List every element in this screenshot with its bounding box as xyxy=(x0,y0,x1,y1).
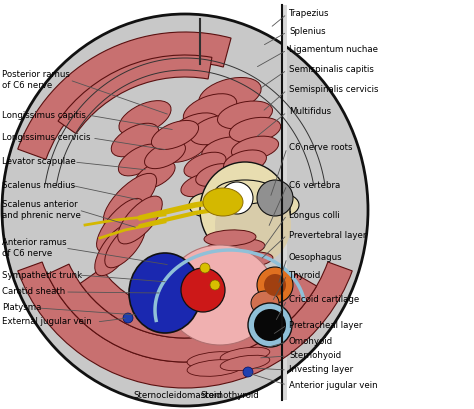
Wedge shape xyxy=(58,55,212,134)
Ellipse shape xyxy=(210,280,220,290)
Text: Semispinalis cervicis: Semispinalis cervicis xyxy=(289,85,379,94)
Ellipse shape xyxy=(129,253,201,333)
Ellipse shape xyxy=(118,144,162,176)
Ellipse shape xyxy=(187,352,243,369)
Ellipse shape xyxy=(183,94,237,126)
Ellipse shape xyxy=(257,267,293,303)
Ellipse shape xyxy=(220,347,270,363)
Ellipse shape xyxy=(203,188,243,216)
Ellipse shape xyxy=(103,173,156,227)
Text: Longus colli: Longus colli xyxy=(289,211,340,220)
Text: Anterior jugular vein: Anterior jugular vein xyxy=(289,380,378,389)
Wedge shape xyxy=(18,32,231,160)
Ellipse shape xyxy=(205,239,265,257)
Text: Omohyoid: Omohyoid xyxy=(289,337,333,346)
Ellipse shape xyxy=(181,173,219,197)
Ellipse shape xyxy=(165,245,275,345)
Text: Scalenus anterior
and phrenic nerve: Scalenus anterior and phrenic nerve xyxy=(2,200,81,220)
Text: Sternothyroid: Sternothyroid xyxy=(201,391,259,400)
Ellipse shape xyxy=(221,182,253,214)
Ellipse shape xyxy=(119,101,171,135)
Ellipse shape xyxy=(181,268,225,312)
Bar xyxy=(282,5,287,400)
Ellipse shape xyxy=(118,196,162,244)
Text: External jugular vein: External jugular vein xyxy=(2,317,92,326)
Ellipse shape xyxy=(217,252,273,268)
Text: Prevertebral layer: Prevertebral layer xyxy=(289,231,366,240)
Ellipse shape xyxy=(184,152,226,178)
Wedge shape xyxy=(18,262,352,388)
Ellipse shape xyxy=(105,222,145,268)
Ellipse shape xyxy=(248,303,292,347)
Text: C6 vertebra: C6 vertebra xyxy=(289,180,340,189)
Text: Platysma: Platysma xyxy=(2,303,41,312)
Text: Levator scapulae: Levator scapulae xyxy=(2,157,76,166)
Ellipse shape xyxy=(267,194,299,216)
Ellipse shape xyxy=(243,367,253,377)
Ellipse shape xyxy=(231,136,279,160)
Ellipse shape xyxy=(97,198,144,252)
Ellipse shape xyxy=(170,113,220,143)
Ellipse shape xyxy=(111,123,159,157)
Text: Oesophagus: Oesophagus xyxy=(289,254,343,263)
Ellipse shape xyxy=(224,150,266,174)
Text: Multifidus: Multifidus xyxy=(289,108,331,117)
Text: Anterior ramus
of C6 nerve: Anterior ramus of C6 nerve xyxy=(2,238,67,258)
Text: Posterior ramus
of C6 nerve: Posterior ramus of C6 nerve xyxy=(2,70,70,90)
Wedge shape xyxy=(80,268,275,338)
Text: Trapezius: Trapezius xyxy=(289,9,329,18)
Ellipse shape xyxy=(162,134,208,162)
Text: Longissimus capitis: Longissimus capitis xyxy=(2,110,86,119)
Ellipse shape xyxy=(220,355,270,371)
Text: Carotid sheath: Carotid sheath xyxy=(2,288,65,297)
Text: Sternocleidomastoid: Sternocleidomastoid xyxy=(134,391,222,400)
Ellipse shape xyxy=(190,115,240,145)
Ellipse shape xyxy=(187,360,243,376)
Text: Splenius: Splenius xyxy=(289,27,326,36)
Ellipse shape xyxy=(215,185,291,265)
Ellipse shape xyxy=(257,180,293,216)
Ellipse shape xyxy=(200,263,210,273)
Text: C6 nerve roots: C6 nerve roots xyxy=(289,144,353,153)
Ellipse shape xyxy=(254,309,286,341)
Wedge shape xyxy=(47,264,317,362)
Text: Ligamentum nuchae: Ligamentum nuchae xyxy=(289,45,378,54)
Ellipse shape xyxy=(189,193,225,217)
Ellipse shape xyxy=(151,121,199,150)
Ellipse shape xyxy=(199,77,261,112)
Ellipse shape xyxy=(2,14,368,406)
Text: Sternohyoid: Sternohyoid xyxy=(289,351,341,360)
Text: Cricoid cartilage: Cricoid cartilage xyxy=(289,295,359,304)
Ellipse shape xyxy=(229,117,281,143)
Ellipse shape xyxy=(251,291,279,315)
Ellipse shape xyxy=(264,274,286,296)
Ellipse shape xyxy=(135,161,175,189)
Ellipse shape xyxy=(196,164,234,187)
Ellipse shape xyxy=(145,142,185,169)
Ellipse shape xyxy=(123,313,133,323)
Text: Semispinalis capitis: Semispinalis capitis xyxy=(289,65,374,74)
Ellipse shape xyxy=(204,230,256,246)
Ellipse shape xyxy=(200,162,290,258)
Ellipse shape xyxy=(201,137,248,163)
Text: Investing layer: Investing layer xyxy=(289,366,353,375)
Ellipse shape xyxy=(95,224,135,276)
Text: Sympathetic trunk: Sympathetic trunk xyxy=(2,270,82,279)
Ellipse shape xyxy=(218,101,273,129)
Text: Longissimus cervicis: Longissimus cervicis xyxy=(2,133,91,142)
Ellipse shape xyxy=(215,180,275,204)
Text: Pretracheal layer: Pretracheal layer xyxy=(289,321,363,330)
Ellipse shape xyxy=(10,22,360,398)
Text: Scalenus medius: Scalenus medius xyxy=(2,180,75,189)
Text: Thyroid: Thyroid xyxy=(289,270,321,279)
